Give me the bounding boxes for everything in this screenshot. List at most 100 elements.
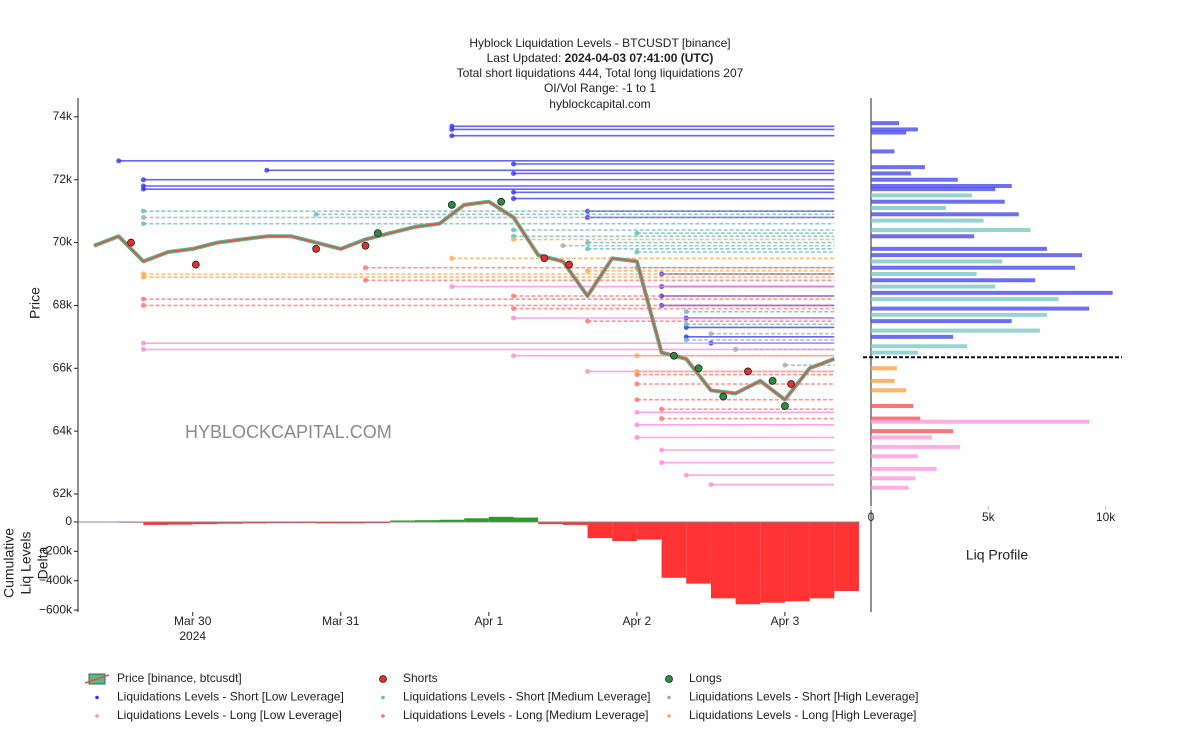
y-tick-label: 62k	[53, 486, 73, 500]
profile-bar	[871, 378, 895, 383]
x-tick-label: Mar 31	[322, 614, 360, 628]
legend-label: Liquidations Levels - Short [Low Leverag…	[117, 690, 344, 704]
profile-bar	[871, 193, 972, 198]
liq-level-start	[585, 318, 591, 324]
legend-label: Liquidations Levels - Short [Medium Leve…	[403, 690, 650, 704]
trade-marker	[781, 402, 789, 410]
delta-bar	[686, 521, 711, 584]
liq-level-start	[634, 422, 640, 428]
profile-bar	[871, 290, 1113, 295]
delta-bar	[661, 521, 687, 578]
y-tick-label: 70k	[53, 235, 73, 249]
liq-level-start	[683, 321, 689, 327]
legend-swatch	[95, 714, 99, 718]
y-tick-label: −200k	[39, 544, 73, 558]
legend-swatch	[667, 714, 671, 718]
trade-marker	[744, 367, 752, 376]
legend-label: Liquidations Levels - Long [Low Leverage…	[117, 708, 342, 722]
delta-bar	[217, 521, 243, 524]
delta-bar	[735, 521, 761, 605]
y-tick-label: 72k	[53, 172, 73, 186]
profile-bar	[871, 187, 996, 192]
legend-label: Price [binance, btcusdt]	[117, 671, 242, 685]
trade-marker	[670, 351, 678, 360]
liq-level-start	[511, 189, 517, 195]
liq-level-start	[511, 196, 517, 202]
profile-bar	[871, 246, 1047, 251]
range: OI/Vol Range: -1 to 1	[544, 81, 656, 95]
profile-bar	[871, 444, 961, 449]
liq-level-start	[511, 353, 517, 359]
liq-level-start	[511, 227, 517, 233]
profile-bar	[871, 476, 916, 481]
trade-marker	[447, 200, 456, 209]
profile-bar	[871, 334, 954, 339]
liq-level-start	[511, 306, 517, 312]
delta-axis-label: Delta	[35, 546, 51, 579]
liq-level-start	[659, 293, 665, 299]
profile-bar	[871, 312, 1047, 317]
trade-marker	[565, 260, 573, 269]
profile-bar	[871, 454, 918, 459]
profile-bar	[871, 228, 1031, 232]
delta-bar	[612, 521, 637, 542]
x-tick-label: Apr 2	[623, 614, 652, 628]
liq-level-start	[585, 240, 591, 246]
profile-bar	[871, 165, 925, 170]
liq-level-start	[511, 170, 517, 176]
liq-level-start	[782, 362, 788, 368]
liq-level-start	[511, 161, 517, 167]
x-tick-label: Apr 3	[771, 614, 800, 628]
liq-level-start	[449, 255, 455, 261]
x-tick-label: Mar 30	[174, 614, 212, 628]
profile-bar	[871, 435, 932, 440]
liq-level-start	[511, 236, 517, 242]
liq-level-start	[140, 177, 146, 183]
delta-bar	[538, 521, 563, 525]
liq-level-start	[140, 208, 146, 214]
liq-level-start	[313, 211, 319, 217]
y-axis-label: Price	[27, 287, 43, 319]
y-tick-label: −600k	[39, 602, 73, 616]
profile-bar	[871, 184, 1012, 188]
liq-level-start	[659, 447, 665, 453]
profile-bar	[871, 344, 968, 349]
profile-bar	[871, 265, 1076, 270]
liq-level-start	[116, 158, 122, 164]
liq-level-start	[659, 416, 665, 422]
delta-bar	[168, 521, 193, 525]
profile-bar	[871, 177, 958, 182]
liq-level-start	[634, 397, 640, 403]
profile-bar	[871, 199, 1005, 204]
liq-level-start	[585, 368, 591, 374]
profile-bar	[871, 121, 900, 126]
legend-swatch	[381, 695, 385, 700]
liq-level-start	[511, 293, 517, 299]
legend-label: Liquidations Levels - Short [High Levera…	[689, 690, 918, 704]
profile-bar	[871, 416, 921, 421]
legend-label: Liquidations Levels - Long [Medium Lever…	[403, 708, 648, 722]
profile-bar	[871, 171, 911, 176]
profile-bar	[871, 206, 947, 210]
legend-swatch	[667, 695, 671, 700]
liq-level-start	[264, 167, 270, 173]
profile-bar	[871, 297, 1059, 302]
x-tick-label: 10k	[1096, 510, 1116, 524]
profile-bar	[871, 485, 909, 490]
legend-label: Liquidations Levels - Long [High Leverag…	[689, 708, 916, 722]
legend-label: Shorts	[403, 671, 438, 685]
delta-bar	[464, 518, 489, 522]
profile-bar	[871, 218, 984, 223]
delta-bar	[390, 520, 415, 522]
liq-level-start	[140, 214, 146, 220]
liq-level-start	[560, 243, 566, 249]
profile-bar	[871, 350, 918, 355]
liq-level-start	[449, 126, 455, 132]
liq-level-start	[634, 230, 640, 236]
liq-level-start	[449, 133, 455, 139]
legend-label: Longs	[689, 671, 722, 685]
liq-level-start	[683, 337, 689, 343]
liq-level-start	[585, 268, 591, 274]
profile-bar	[871, 429, 954, 434]
